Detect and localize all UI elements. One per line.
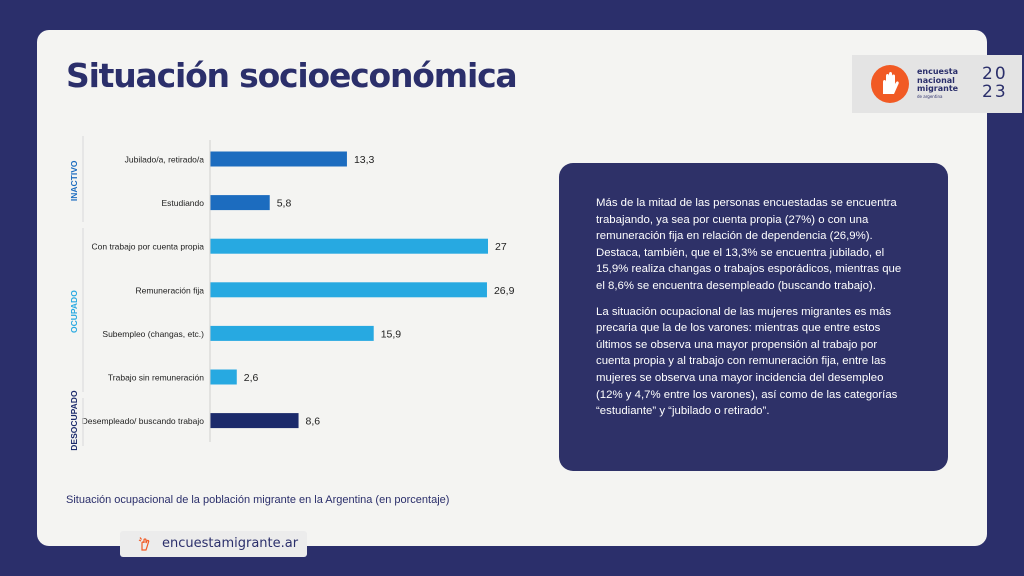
value-label: 27	[495, 241, 507, 253]
page-title: Situación socioeconómica	[66, 56, 518, 95]
survey-logo: encuesta nacional migrante DE ARGENTINA …	[852, 55, 1022, 113]
website-url[interactable]: encuestamigrante.ar	[162, 536, 299, 551]
info-paragraph-1: Más de la mitad de las personas encuesta…	[596, 197, 902, 292]
hand-logo-icon	[871, 65, 909, 103]
logo-year-bottom: 23	[982, 82, 1008, 102]
info-paragraph-2: La situación ocupacional de las mujeres …	[596, 305, 898, 418]
logo-wordmark: encuesta nacional migrante DE ARGENTINA	[917, 67, 959, 99]
group-label: INACTIVO	[69, 160, 79, 201]
logo-year: 20 23	[982, 65, 1008, 101]
category-label: Desempleado/ buscando trabajo	[82, 416, 205, 426]
bar	[210, 325, 374, 341]
logo-year-top: 20	[982, 64, 1008, 84]
value-label: 15,9	[381, 328, 402, 340]
hand-icon	[138, 537, 150, 551]
value-label: 2,6	[244, 372, 259, 384]
value-label: 13,3	[354, 154, 375, 166]
group-label: DESOCUPADO	[69, 390, 79, 451]
chart-caption: Situación ocupacional de la población mi…	[66, 494, 450, 506]
website-link[interactable]: encuestamigrante.ar	[120, 531, 307, 557]
bar	[210, 413, 299, 429]
category-label: Jubilado/a, retirado/a	[125, 155, 205, 165]
group-label: OCUPADO	[69, 290, 79, 333]
value-label: 5,8	[277, 198, 292, 210]
bar	[210, 282, 487, 298]
value-label: 26,9	[494, 285, 515, 297]
bar	[210, 369, 237, 385]
category-label: Con trabajo por cuenta propia	[92, 242, 205, 252]
category-label: Remuneración fija	[135, 285, 204, 295]
category-label: Trabajo sin remuneración	[108, 373, 204, 383]
logo-line-3: migrante	[917, 84, 959, 93]
logo-line-1: encuesta	[917, 67, 958, 76]
logo-subline: DE ARGENTINA	[917, 93, 943, 99]
bar	[210, 151, 347, 167]
value-label: 8,6	[306, 416, 321, 428]
info-box: Más de la mitad de las personas encuesta…	[559, 163, 948, 471]
category-label: Subempleo (changas, etc.)	[102, 329, 204, 339]
bar	[210, 195, 270, 211]
bar	[210, 238, 488, 254]
logo-line-2: nacional	[917, 75, 955, 85]
category-label: Estudiando	[161, 198, 204, 208]
